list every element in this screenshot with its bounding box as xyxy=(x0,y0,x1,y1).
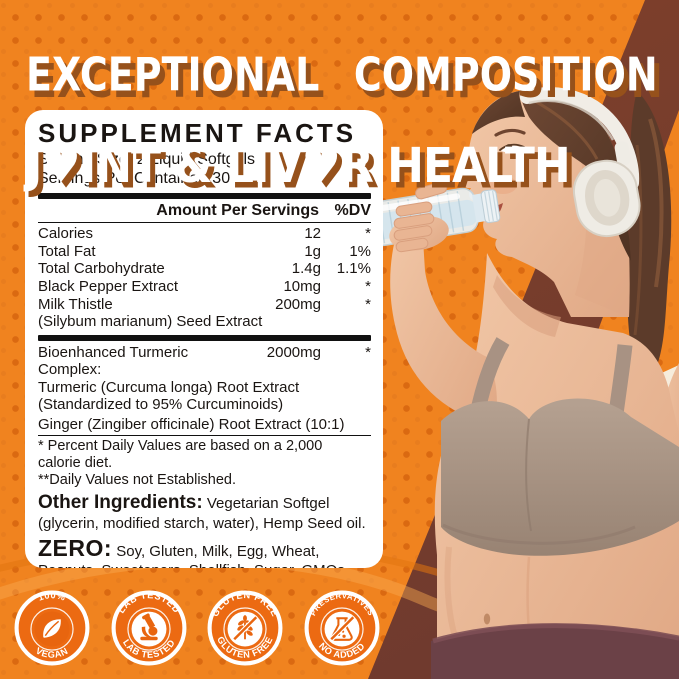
headline: EXCEPTIONAL COMPOSITION J♥INT & LIV♥R HE… xyxy=(26,10,658,227)
svg-text:100%: 100% xyxy=(37,590,67,603)
complex-line2: Turmeric (Curcuma longa) Root Extract xyxy=(38,378,300,396)
table-row: Milk Thistle 200mg * xyxy=(38,295,371,313)
headline-line1: EXCEPTIONAL COMPOSITION xyxy=(26,48,658,102)
col-dv: %DV xyxy=(334,201,371,219)
hair-top xyxy=(472,88,631,261)
supplement-facts-title: SUPPLEMENT FACTS xyxy=(38,118,357,148)
table-row: Black Pepper Extract 10mg * xyxy=(38,278,371,296)
wheat-slash-icon xyxy=(232,615,258,641)
zero-statement: ZERO: Soy, Gluten, Milk, Egg, Wheat, Pea… xyxy=(38,534,349,568)
eyebrow xyxy=(494,128,526,137)
flask-slash-icon xyxy=(329,615,355,641)
divider-thick xyxy=(38,192,371,199)
cheek-blush xyxy=(489,176,517,194)
ear-cup xyxy=(572,141,641,238)
woman-photo xyxy=(379,87,679,679)
table-row: Calories 12 * xyxy=(38,225,371,243)
serving-size: Serving Size: 2 Liquid Softgels xyxy=(38,151,256,169)
hand xyxy=(389,181,449,253)
divider-thick xyxy=(38,334,371,341)
other-ingredients-label: Other Ingredients: xyxy=(38,492,203,514)
microscope-icon xyxy=(140,613,158,641)
divider-thin xyxy=(38,435,371,437)
gluten-free-badge: GLUTEN FREE GLUTEN FREE xyxy=(207,590,283,666)
nose-line xyxy=(464,162,473,182)
supplement-facts-panel: SUPPLEMENT FACTS Serving Size: 2 Liquid … xyxy=(25,110,383,568)
raised-arm xyxy=(390,203,497,425)
milk-thistle-note: (Silybum marianum) Seed Extract xyxy=(38,313,263,331)
lab-tested-badge: LAB TESTED LAB TESTED xyxy=(111,590,187,666)
ginger-line: Ginger (Zingiber officinale) Root Extrac… xyxy=(38,415,345,433)
eye xyxy=(499,143,525,153)
headphones xyxy=(520,87,641,238)
col-amount-per-servings: Amount Per Servings xyxy=(156,201,319,219)
other-ingredients: Other Ingredients: Vegetarian Softgel (g… xyxy=(38,492,366,532)
headline-line2: J♥INT & LIV♥R HEALTH xyxy=(26,138,571,195)
table-row: Bioenhanced Turmeric Complex: 2000mg * xyxy=(38,343,371,379)
leggings xyxy=(431,623,679,679)
leaf-icon xyxy=(43,619,61,638)
divider-thin xyxy=(38,222,371,224)
column-headers: Amount Per Servings %DV xyxy=(38,202,371,221)
complex-line3: (Standardized to 95% Curcuminoids) xyxy=(38,396,284,414)
sports-bra xyxy=(441,337,679,556)
svg-text:VEGAN: VEGAN xyxy=(34,646,70,660)
vegan-badge: 100% VEGAN xyxy=(14,590,90,666)
servings-per-container: Servings Per Container: 30 xyxy=(38,170,231,188)
zero-label: ZERO: xyxy=(38,534,113,561)
headband xyxy=(520,87,640,190)
table-row: Total Fat 1g 1% xyxy=(38,242,371,260)
table-row: Total Carbohydrate 1.4g 1.1% xyxy=(38,260,371,278)
no-preservatives-badge: PRESERVATIVES NO ADDED xyxy=(304,590,380,666)
footnote-dv: * Percent Daily Values are based on a 2,… xyxy=(38,438,323,488)
neck-shadow xyxy=(493,275,561,337)
